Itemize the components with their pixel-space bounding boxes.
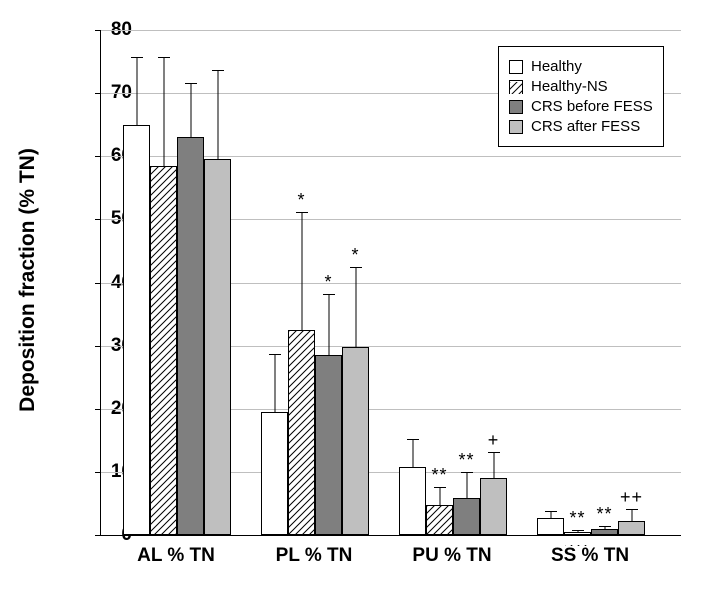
error-bar bbox=[439, 488, 440, 505]
error-bar bbox=[163, 58, 164, 165]
bar bbox=[453, 498, 480, 535]
legend-swatch bbox=[509, 60, 523, 74]
legend-item: CRS before FESS bbox=[509, 98, 653, 115]
bar bbox=[315, 355, 342, 535]
bar bbox=[564, 532, 591, 535]
error-cap bbox=[131, 57, 143, 58]
error-cap bbox=[296, 212, 308, 213]
bar bbox=[261, 412, 288, 535]
legend-swatch bbox=[509, 80, 523, 94]
gridline bbox=[101, 30, 681, 31]
significance-marker: ** bbox=[596, 504, 612, 525]
bar bbox=[177, 137, 204, 535]
error-cap bbox=[185, 83, 197, 84]
x-category-label: AL % TN bbox=[137, 545, 215, 567]
legend-item: Healthy bbox=[509, 58, 653, 75]
error-bar bbox=[217, 71, 218, 159]
error-cap bbox=[323, 294, 335, 295]
legend-swatch bbox=[509, 100, 523, 114]
error-bar bbox=[577, 531, 578, 532]
x-category-label: PU % TN bbox=[412, 545, 491, 567]
error-bar bbox=[355, 268, 356, 347]
error-cap bbox=[434, 487, 446, 488]
y-axis-title: Deposition fraction (% TN) bbox=[16, 148, 40, 412]
bar bbox=[480, 478, 507, 535]
legend-swatch bbox=[509, 120, 523, 134]
error-bar bbox=[328, 295, 329, 355]
error-bar bbox=[631, 510, 632, 521]
legend-label: CRS before FESS bbox=[531, 98, 653, 115]
error-cap bbox=[269, 354, 281, 355]
significance-marker: ++ bbox=[620, 487, 643, 508]
significance-marker: * bbox=[297, 190, 305, 211]
error-bar bbox=[493, 453, 494, 478]
legend: Healthy Healthy-NS CRS before FESS CRS afte… bbox=[498, 46, 664, 147]
error-bar bbox=[604, 527, 605, 529]
bar bbox=[342, 347, 369, 535]
error-bar bbox=[550, 512, 551, 518]
error-bar bbox=[274, 355, 275, 412]
x-category-label: PL % TN bbox=[276, 545, 353, 567]
significance-marker: * bbox=[351, 245, 359, 266]
bar bbox=[204, 159, 231, 535]
bar bbox=[426, 505, 453, 535]
error-cap bbox=[626, 509, 638, 510]
bar bbox=[591, 529, 618, 535]
legend-label: Healthy-NS bbox=[531, 78, 608, 95]
bar bbox=[618, 521, 645, 535]
legend-label: CRS after FESS bbox=[531, 118, 640, 135]
error-cap bbox=[350, 267, 362, 268]
error-bar bbox=[466, 473, 467, 498]
error-cap bbox=[572, 530, 584, 531]
error-bar bbox=[412, 440, 413, 467]
significance-marker: ** bbox=[431, 465, 447, 486]
bar bbox=[123, 125, 150, 535]
significance-marker: + bbox=[488, 430, 500, 451]
bar bbox=[150, 166, 177, 535]
error-cap bbox=[599, 526, 611, 527]
error-cap bbox=[545, 511, 557, 512]
error-cap bbox=[212, 70, 224, 71]
legend-label: Healthy bbox=[531, 58, 582, 75]
x-category-label: SS % TN bbox=[551, 545, 629, 567]
legend-item: CRS after FESS bbox=[509, 118, 653, 135]
bar bbox=[537, 518, 564, 535]
error-cap bbox=[158, 57, 170, 58]
legend-item: Healthy-NS bbox=[509, 78, 653, 95]
error-bar bbox=[190, 84, 191, 138]
bar bbox=[288, 330, 315, 535]
error-cap bbox=[461, 472, 473, 473]
bar bbox=[399, 467, 426, 535]
deposition-chart: Deposition fraction (% TN) 0102030405060… bbox=[0, 0, 722, 601]
error-cap bbox=[407, 439, 419, 440]
error-cap bbox=[488, 452, 500, 453]
significance-marker: ** bbox=[458, 450, 474, 471]
error-bar bbox=[136, 58, 137, 124]
significance-marker: * bbox=[324, 272, 332, 293]
significance-marker: ** bbox=[569, 508, 585, 529]
error-bar bbox=[301, 213, 302, 330]
